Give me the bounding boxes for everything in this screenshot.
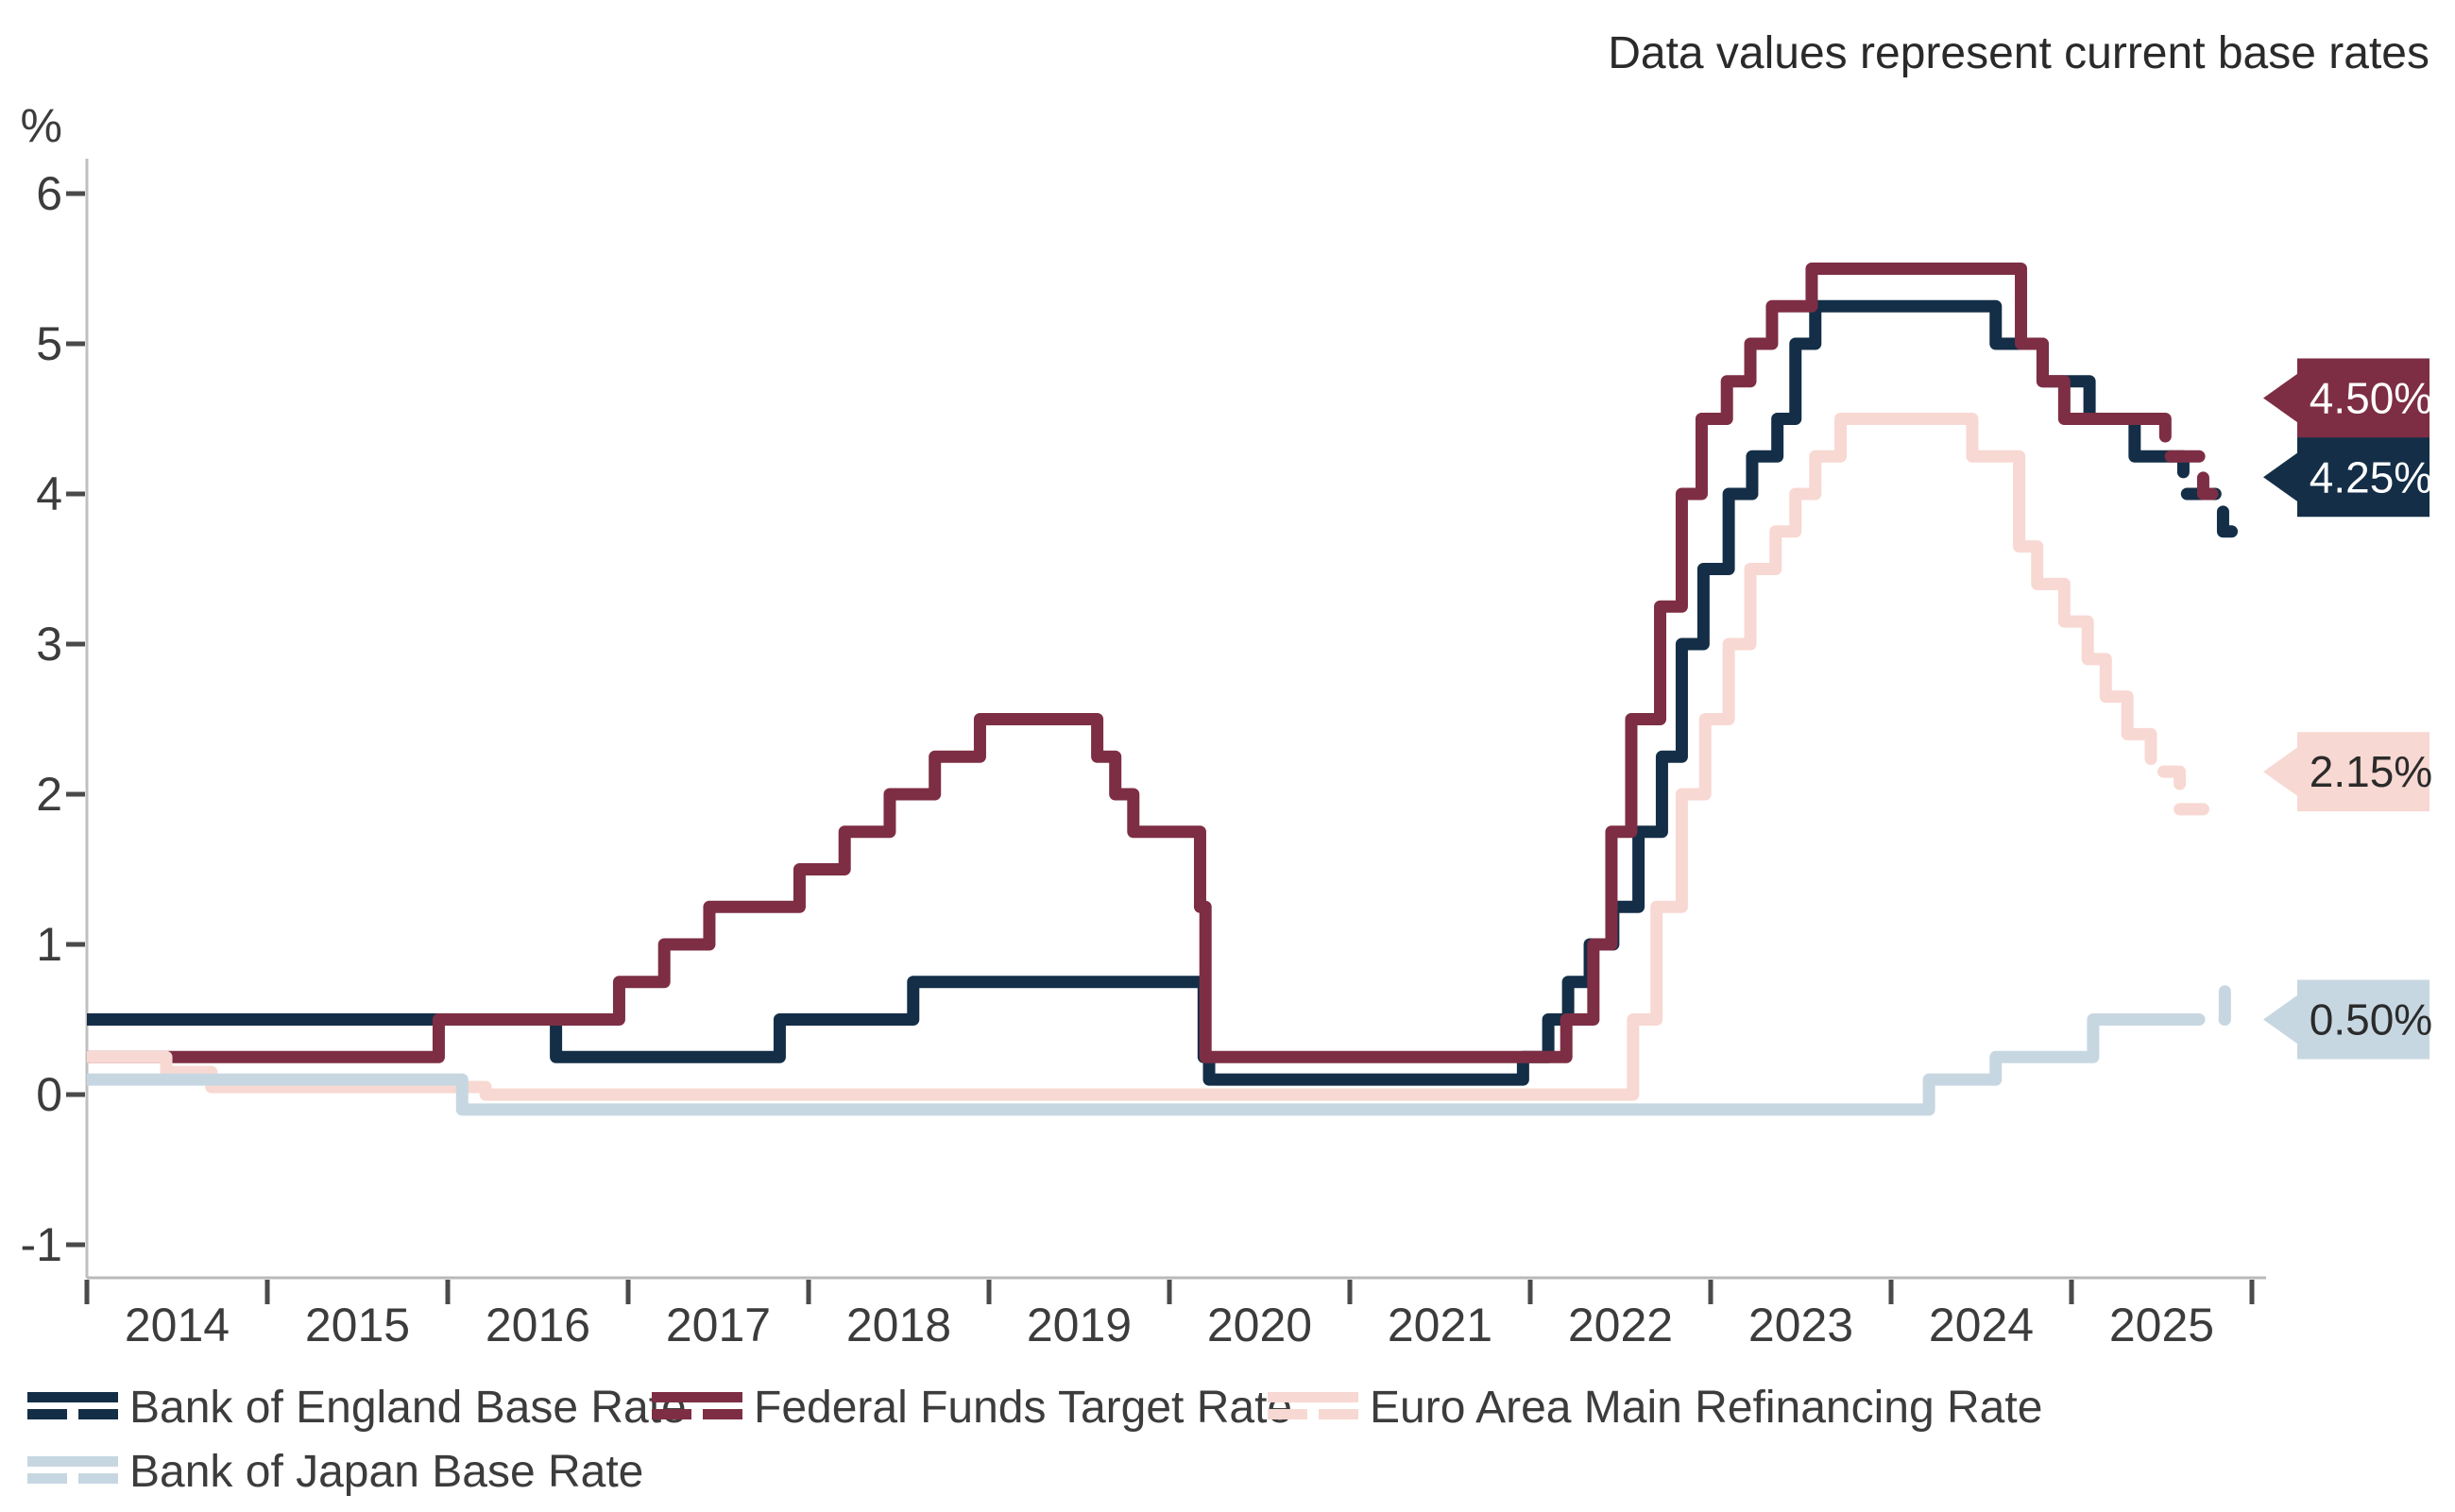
- series-lines: [87, 263, 2246, 1116]
- legend-swatch-dash1-boe: [27, 1409, 67, 1419]
- x-tick-label: 2018: [846, 1299, 951, 1351]
- x-tick-label: 2017: [666, 1299, 771, 1351]
- callout-ecb-arrow: [2263, 746, 2299, 798]
- axes: % 6 5 4 3 2 1 0 -1 2014 2015 2016 2017 2018 2019 2020 20…: [21, 99, 2266, 1351]
- legend-item-fed: Federal Funds Target Rate: [652, 1383, 1292, 1433]
- callout-fed: 4.50%: [2263, 358, 2432, 438]
- y-tick-label: 5: [36, 317, 62, 370]
- y-tick-label: 4: [36, 467, 62, 520]
- legend-swatch-solid-boe: [27, 1392, 118, 1402]
- callout-fed-value: 4.50%: [2310, 374, 2432, 423]
- callout-boj-box: [2297, 979, 2429, 1060]
- y-tick-label: 0: [36, 1068, 62, 1121]
- series-fed-line-dashed: [2148, 413, 2219, 501]
- x-tick-label: 2014: [125, 1299, 230, 1351]
- legend-swatch-dash1-boj: [27, 1473, 67, 1484]
- y-tick-label: -1: [21, 1218, 62, 1271]
- callout-ecb-box: [2297, 732, 2429, 812]
- callout-ecb: 2.15%: [2263, 732, 2432, 812]
- x-tick-label: 2023: [1748, 1299, 1853, 1351]
- legend-item-boj: Bank of Japan Base Rate: [27, 1447, 643, 1497]
- y-tick-label: 1: [36, 918, 62, 971]
- y-tick-label: 6: [36, 167, 62, 220]
- legend-swatch-solid-boj: [27, 1456, 118, 1467]
- x-tick-label: 2015: [305, 1299, 410, 1351]
- legend-swatch-dash2-ecb: [1319, 1409, 1358, 1419]
- callout-boe-value: 4.25%: [2310, 452, 2432, 501]
- callout-boe-arrow: [2263, 451, 2299, 503]
- x-tick-label: 2022: [1568, 1299, 1673, 1351]
- x-tick-label: 2020: [1207, 1299, 1312, 1351]
- legend-swatch-dash2-fed: [703, 1409, 742, 1419]
- callout-boj-value: 0.50%: [2310, 995, 2432, 1045]
- legend-label-boe: Bank of England Base Rate: [129, 1383, 687, 1433]
- callout-boe: 4.25%: [2263, 437, 2432, 518]
- callout-fed-arrow: [2263, 372, 2299, 424]
- legend-swatch-solid-fed: [652, 1392, 742, 1402]
- callout-ecb-value: 2.15%: [2310, 747, 2432, 796]
- legend-item-ecb: Euro Area Main Refinancing Rate: [1268, 1383, 2042, 1433]
- series-boj-line-dashed: [2164, 976, 2246, 1026]
- x-tick-label: 2019: [1027, 1299, 1132, 1351]
- callout-boj-arrow: [2263, 994, 2299, 1045]
- series-boj-line-solid: [87, 1013, 2172, 1116]
- x-tick-label: 2025: [2109, 1299, 2214, 1351]
- y-tick-label: 3: [36, 618, 62, 671]
- y-tick-label: 2: [36, 768, 62, 821]
- legend-label-ecb: Euro Area Main Refinancing Rate: [1370, 1383, 2042, 1433]
- legend-label-fed: Federal Funds Target Rate: [754, 1383, 1292, 1433]
- legend-swatch-solid-ecb: [1268, 1392, 1358, 1402]
- y-axis-unit-label: %: [21, 99, 62, 152]
- callout-fed-box: [2297, 358, 2429, 438]
- x-tick-label: 2016: [486, 1299, 590, 1351]
- series-ecb-line-solid: [87, 413, 2148, 1101]
- chart-note: Data values represent current base rates: [1608, 28, 2429, 78]
- legend-label-boj: Bank of Japan Base Rate: [129, 1447, 643, 1497]
- legend-swatch-dash1-ecb: [1268, 1409, 1307, 1419]
- x-tick-label: 2021: [1388, 1299, 1492, 1351]
- legend-swatch-dash2-boe: [78, 1409, 118, 1419]
- x-tick-label: 2024: [1929, 1299, 2034, 1351]
- series-fed-line-solid: [87, 263, 2155, 1063]
- legend-item-boe: Bank of England Base Rate: [27, 1383, 687, 1433]
- legend-swatch-dash1-fed: [652, 1409, 691, 1419]
- value-callouts: 4.50% 4.25% 2.15% 0.50%: [2263, 358, 2432, 1060]
- legend: Bank of England Base Rate Federal Funds T…: [27, 1383, 2042, 1497]
- legend-swatch-dash2-boj: [78, 1473, 118, 1484]
- series-ecb-line-dashed: [2140, 727, 2209, 816]
- callout-boe-box: [2297, 437, 2429, 518]
- callout-boj: 0.50%: [2263, 979, 2432, 1060]
